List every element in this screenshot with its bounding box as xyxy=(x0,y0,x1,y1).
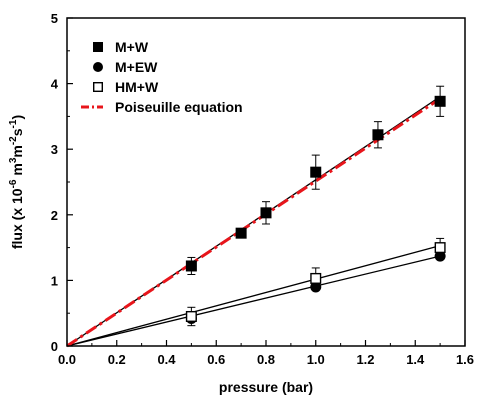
fit-line-hm-w xyxy=(66,245,441,347)
y-tick-label: 4 xyxy=(51,77,59,92)
data-point-m-w xyxy=(372,129,384,141)
data-point-m-w xyxy=(310,166,322,178)
y-axis-title-suffix: ) xyxy=(9,115,25,120)
fit-line-m-ew xyxy=(66,255,441,347)
x-tick-label: 1.0 xyxy=(307,352,325,367)
x-tick-label: 0.8 xyxy=(257,352,275,367)
y-tick-label: 0 xyxy=(51,339,58,354)
data-point-hm-w xyxy=(185,310,197,322)
x-tick-label: 0.4 xyxy=(157,352,176,367)
y-axis-title-exp3: -2 xyxy=(8,136,19,145)
data-point-m-w xyxy=(434,95,446,107)
data-point-m-w xyxy=(185,260,197,272)
x-tick-label: 0.6 xyxy=(207,352,225,367)
data-point-m-w xyxy=(260,207,272,219)
legend-label-m-ew: M+EW xyxy=(115,59,158,75)
y-axis-title-mid1: m xyxy=(9,163,25,179)
poiseuille-equation-line xyxy=(66,97,441,348)
y-axis-title-mid3: s xyxy=(9,128,25,136)
legend-label-m-w: M+W xyxy=(115,39,149,55)
legend-swatch-m-w xyxy=(93,42,103,52)
plot-frame xyxy=(66,17,466,347)
x-tick-label: 1.2 xyxy=(356,352,374,367)
y-axis-title-mid2: m xyxy=(9,145,25,157)
y-axis-title: flux (x 10-6 m3m-2s-1) xyxy=(8,115,25,249)
data-point-hm-w xyxy=(310,272,322,284)
x-tick-label: 0.0 xyxy=(58,352,76,367)
y-tick-label: 3 xyxy=(51,142,58,157)
x-tick-label: 1.6 xyxy=(456,352,474,367)
tick-labels: 0.0 0.2 0.4 0.6 0.8 1.0 1.2 1.4 1.6 0 1 2 3 4 5 xyxy=(51,11,474,367)
x-tick-label: 1.4 xyxy=(406,352,425,367)
y-axis-title-exp1: -6 xyxy=(8,179,19,188)
legend-swatch-m-ew xyxy=(93,62,103,72)
legend: M+W M+EW HM+W Poiseuille equation xyxy=(81,39,243,115)
legend-swatch-hm-w xyxy=(92,81,103,92)
y-tick-label: 1 xyxy=(51,273,58,288)
y-tick-label: 2 xyxy=(51,208,58,223)
data-point-m-w xyxy=(235,227,247,239)
fit-lines xyxy=(66,96,441,348)
x-tick-label: 0.2 xyxy=(108,352,126,367)
legend-label-poiseuille-equation: Poiseuille equation xyxy=(115,99,243,115)
data-markers xyxy=(185,85,446,327)
legend-label-hm-w: HM+W xyxy=(115,79,159,95)
y-axis-title-exp2: 3 xyxy=(8,157,19,163)
y-tick-label: 5 xyxy=(51,11,58,26)
y-axis-title-exp4: -1 xyxy=(8,119,19,128)
y-axis-title-prefix: flux (x 10 xyxy=(9,188,25,249)
data-point-hm-w xyxy=(434,242,446,254)
x-axis-title: pressure (bar) xyxy=(219,379,313,395)
